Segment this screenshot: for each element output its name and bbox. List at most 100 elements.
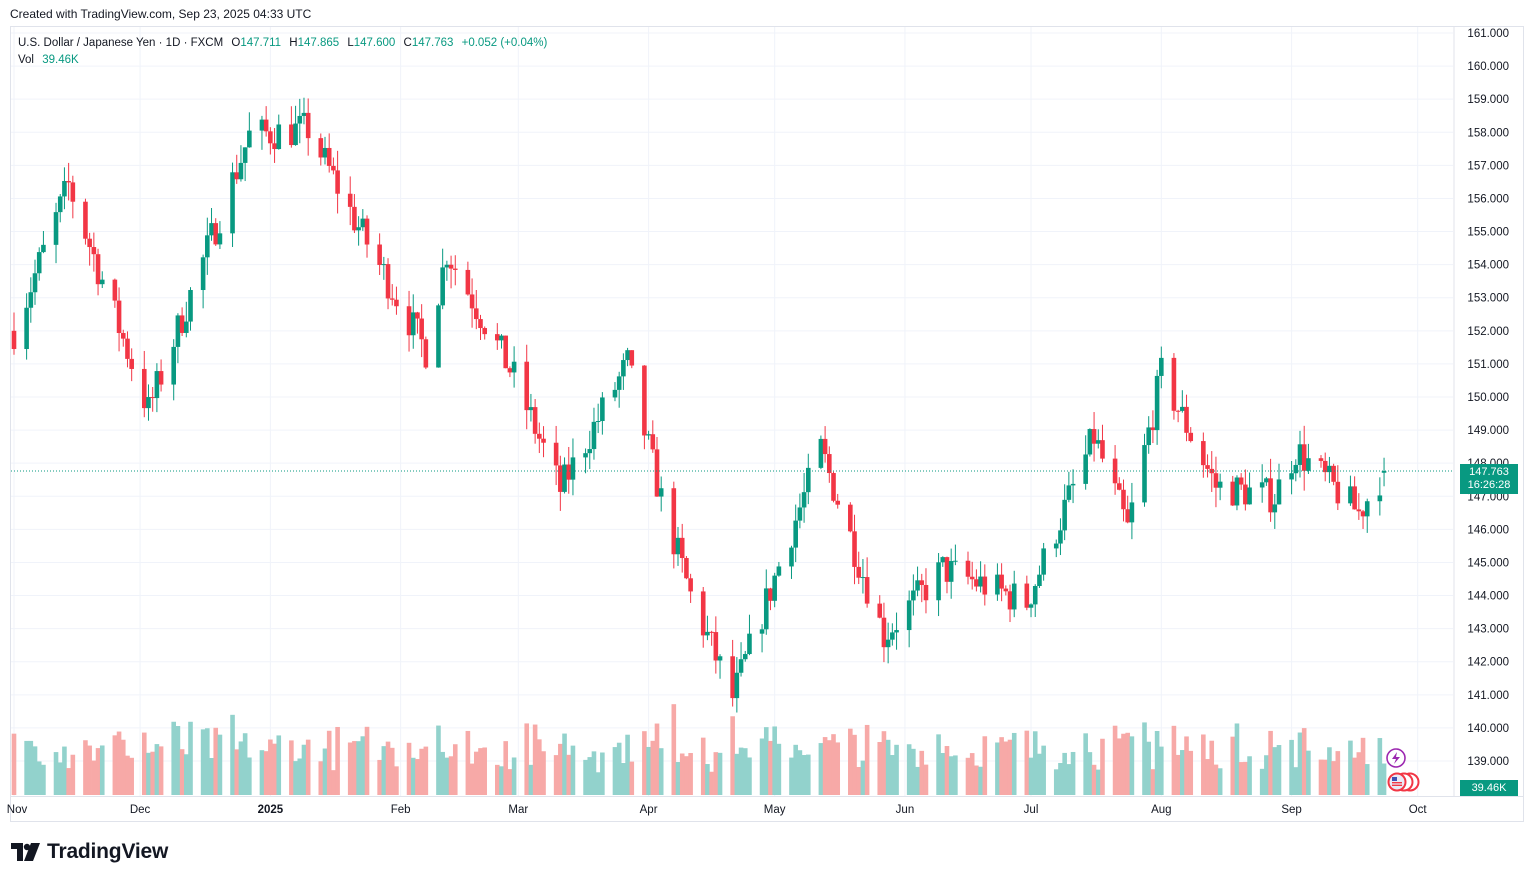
tradingview-logo[interactable]: TradingView [11, 840, 168, 864]
volume-bar [890, 755, 895, 795]
candle-body [759, 629, 765, 634]
candle-body [835, 500, 841, 505]
us-flag-event-icon[interactable] [1387, 772, 1420, 792]
candle-body [1217, 481, 1223, 488]
candle-body [1100, 440, 1105, 459]
volume-bar [906, 744, 912, 795]
candle-body [805, 467, 811, 493]
price-axis[interactable]: 161.000 160.000 159.000 158.000 157.000 156.0… [1467, 28, 1509, 768]
candle-body [150, 397, 155, 399]
candle-body [616, 376, 622, 390]
volume-bar [793, 744, 798, 795]
volume-bar [469, 763, 475, 795]
candle-body [1116, 483, 1122, 490]
candle-body [1058, 530, 1063, 544]
volume-bar [385, 741, 391, 795]
volume-bar [831, 734, 836, 795]
time-axis[interactable]: Nov Dec 2025 Feb Mar Apr May Jun Jul Aug Sep Oct [7, 804, 1428, 816]
volume-bar [953, 755, 958, 795]
candle-body [646, 434, 651, 436]
candle-body [625, 350, 630, 361]
volume-bar [1083, 733, 1088, 795]
volume-bar [742, 748, 748, 795]
volume-legend-row[interactable]: Vol 39.46K [18, 52, 547, 69]
volume-bar [24, 740, 29, 795]
volume-bar [1268, 730, 1273, 795]
candle-body [776, 566, 782, 576]
symbol-legend-row[interactable]: U.S. Dollar / Japanese Yen · 1D · FXCM O… [18, 35, 547, 52]
volume-bar [654, 723, 660, 795]
time-tick-label: Nov [7, 804, 28, 816]
candle-body [553, 442, 559, 466]
volume-bar [835, 742, 841, 795]
economic-events[interactable] [1383, 746, 1423, 796]
candle-body [528, 407, 534, 411]
lightning-icon[interactable] [1386, 748, 1406, 768]
candle-body [1041, 548, 1046, 575]
candle-body [436, 305, 441, 368]
candle-body [629, 350, 635, 366]
candle-body [999, 574, 1004, 589]
candle-body [469, 294, 475, 309]
volume-bar [885, 739, 891, 795]
price-tick-label: 160.000 [1467, 61, 1509, 73]
symbol-title[interactable]: U.S. Dollar / Japanese Yen · 1D · FXCM [18, 37, 224, 49]
volume-bar [444, 757, 450, 795]
candle-body [654, 449, 660, 497]
volume-bar [41, 764, 46, 795]
candle-body [1360, 511, 1366, 517]
volume-bar [436, 725, 441, 795]
high-value: 147.865 [297, 37, 340, 49]
candle-body [452, 268, 458, 270]
candle-body [293, 123, 298, 146]
volume-bar [1159, 746, 1164, 795]
candle-body [709, 631, 714, 633]
price-tick-label: 144.000 [1467, 591, 1509, 603]
volume-badge: 39.46K [1460, 780, 1518, 796]
candle-body [465, 269, 471, 295]
chart-caption: Created with TradingView.com, Sep 23, 20… [10, 7, 312, 21]
candle-body [238, 162, 244, 180]
candle-body [730, 656, 735, 699]
volume-bar [1322, 759, 1328, 795]
volume-bar [1058, 762, 1063, 795]
candle-body [276, 124, 282, 150]
candle-body [713, 632, 719, 661]
volume-bar [259, 750, 265, 795]
candle-body [864, 577, 870, 604]
candle-body [953, 560, 958, 562]
candle-body [936, 562, 941, 601]
candle-body [146, 397, 151, 409]
low-value: 147.600 [353, 37, 396, 49]
last-price-badge: 147.763 16:26:28 [1460, 464, 1518, 494]
candle-body [1243, 484, 1248, 505]
volume-bar [999, 737, 1004, 795]
volume-bar [234, 749, 240, 795]
volume-bar [642, 731, 647, 795]
candle-body [671, 488, 677, 555]
volume-bar [247, 757, 252, 795]
volume-bar [1217, 768, 1223, 795]
close-value: 147.763 [411, 37, 454, 49]
candle-body [1087, 429, 1093, 455]
volume-bar [717, 752, 723, 795]
volume-bar [209, 757, 214, 795]
price-tick-label: 141.000 [1467, 690, 1509, 702]
candle-body [1121, 489, 1126, 510]
candle-body [1032, 586, 1038, 605]
volume-bar [797, 750, 803, 795]
candle-body [1188, 432, 1194, 442]
price-tick-label: 142.000 [1467, 657, 1509, 669]
volume-bar [881, 731, 887, 795]
candle-body [419, 318, 424, 340]
volume-bar [1360, 737, 1366, 795]
volume-bar [1070, 751, 1076, 795]
open-label: O [231, 37, 241, 49]
tradingview-logo-icon [11, 843, 40, 861]
candle-body [818, 438, 824, 468]
candle-body [684, 558, 689, 579]
volume-bar [1053, 769, 1059, 795]
volume-bar [713, 752, 719, 795]
volume-bar [301, 744, 307, 795]
